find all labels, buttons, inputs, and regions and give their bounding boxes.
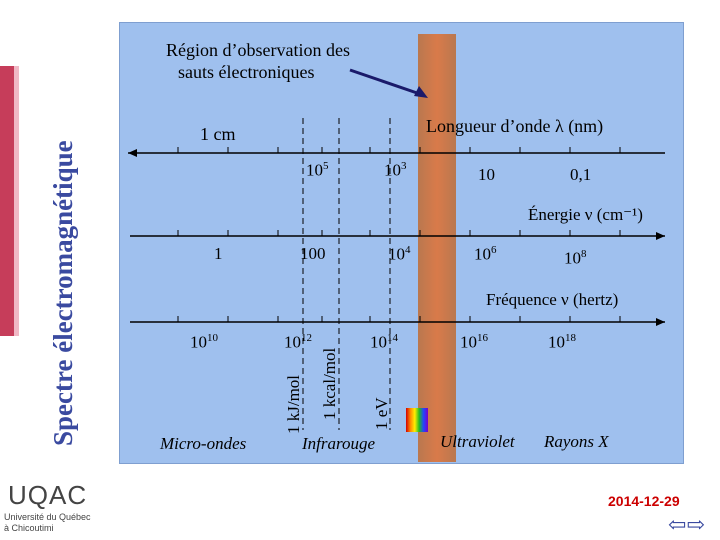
region-micro-ondes: Micro-ondes (160, 434, 247, 453)
visible-spectrum (406, 408, 428, 432)
fr-tick-1e12: 1012 (284, 332, 312, 352)
frequency-arrowhead (656, 318, 665, 326)
ev-label: 1 eV (372, 397, 391, 430)
energy-title: Énergie ν (cm⁻¹) (528, 205, 643, 224)
energy-ticks (177, 230, 621, 236)
energy-arrowhead (656, 232, 665, 240)
frequency-title: Fréquence ν (hertz) (486, 290, 619, 309)
wl-tick-10: 10 (478, 165, 495, 184)
wavelength-title: Longueur d’onde λ (nm) (426, 116, 604, 136)
en-tick-1: 1 (214, 244, 223, 263)
kj-mol-label: 1 kJ/mol (284, 374, 303, 434)
wavelength-ticks (177, 147, 621, 153)
observation-label-1: Région d’observation des (166, 40, 350, 60)
wavelength-arrowhead (128, 149, 137, 157)
en-tick-1e4: 104 (388, 244, 411, 264)
uqac-logo: UQAC (8, 480, 88, 510)
wl-tick-1e5: 105 (306, 160, 329, 180)
region-rayons-x: Rayons X (544, 432, 609, 451)
region-infrarouge: Infrarouge (302, 434, 376, 453)
fr-tick-1e10: 1010 (190, 332, 218, 352)
decor-stripe-light (14, 66, 19, 336)
wavelength-left-label: 1 cm (200, 124, 236, 144)
fr-tick-1e14: 1014 (370, 332, 398, 352)
en-tick-1e8: 108 (564, 248, 587, 268)
observation-band (418, 34, 456, 462)
nav-arrows-icon[interactable]: ⇦⇨ (668, 512, 705, 537)
fr-tick-1e16: 1016 (460, 332, 488, 352)
frequency-ticks (177, 316, 621, 322)
en-tick-1e6: 106 (474, 244, 497, 264)
wl-tick-0-1: 0,1 (570, 165, 592, 184)
observation-label-2: sauts électroniques (178, 62, 315, 82)
uqac-logo-subtitle: Université du Québec à Chicoutimi (4, 512, 91, 533)
observation-arrowhead (414, 86, 428, 98)
wl-tick-1e3: 103 (384, 160, 407, 180)
date-label: 2014-12-29 (608, 493, 680, 509)
observation-arrow (349, 68, 421, 96)
en-tick-100: 100 (300, 244, 326, 263)
kcal-mol-label: 1 kcal/mol (320, 347, 339, 420)
region-ultraviolet: Ultraviolet (440, 432, 515, 451)
fr-tick-1e18: 1018 (548, 332, 576, 352)
decor-stripe (0, 66, 14, 336)
spectrum-panel (119, 22, 684, 464)
